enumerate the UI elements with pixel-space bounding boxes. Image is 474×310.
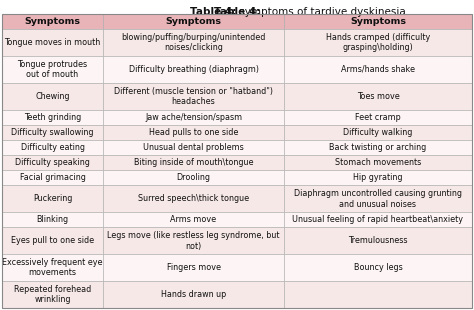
Bar (284, 29, 472, 56)
Text: Legs move (like restless leg syndrome, but
not): Legs move (like restless leg syndrome, b… (107, 231, 280, 250)
Text: Hands drawn up: Hands drawn up (161, 290, 226, 299)
Bar (284, 254, 472, 281)
Text: Head pulls to one side: Head pulls to one side (149, 128, 238, 137)
Text: Bouncy legs: Bouncy legs (354, 263, 402, 272)
Bar (2, 83, 103, 110)
Text: Stomach movements: Stomach movements (335, 158, 421, 167)
Text: Teeth grinding: Teeth grinding (24, 113, 81, 122)
Bar (103, 14, 284, 29)
Bar (103, 110, 284, 125)
Bar (2, 185, 103, 212)
Text: Blinking: Blinking (36, 215, 69, 224)
Bar (284, 83, 472, 110)
Bar (284, 125, 472, 140)
Bar (284, 140, 472, 155)
Text: Repeated forehead
wrinkling: Repeated forehead wrinkling (14, 285, 91, 304)
Bar (2, 228, 103, 254)
Bar (2, 212, 103, 228)
Bar (2, 56, 103, 83)
Bar (103, 281, 284, 308)
Text: Symptoms: Symptoms (165, 17, 221, 26)
Text: Arms move: Arms move (171, 215, 217, 224)
Text: Unusual dental problems: Unusual dental problems (143, 143, 244, 152)
Text: Unusual feeling of rapid heartbeat\anxiety: Unusual feeling of rapid heartbeat\anxie… (292, 215, 464, 224)
Text: Hip gyrating: Hip gyrating (353, 173, 403, 182)
Bar (284, 212, 472, 228)
Bar (103, 83, 284, 110)
Bar (2, 170, 103, 185)
Text: Symptoms: Symptoms (350, 17, 406, 26)
Text: Difficulty walking: Difficulty walking (343, 128, 413, 137)
Text: Tremulousness: Tremulousness (348, 237, 408, 246)
Text: Jaw ache/tension/spasm: Jaw ache/tension/spasm (145, 113, 242, 122)
Bar (103, 155, 284, 170)
Text: Symptoms: Symptoms (25, 17, 81, 26)
Text: Biting inside of mouth\tongue: Biting inside of mouth\tongue (134, 158, 253, 167)
Bar (2, 14, 103, 29)
Text: Difficulty breathing (diaphragm): Difficulty breathing (diaphragm) (128, 65, 258, 74)
Text: Toes move: Toes move (356, 92, 400, 101)
Bar (284, 110, 472, 125)
Text: blowing/puffing/burping/unintended
noises/clicking: blowing/puffing/burping/unintended noise… (121, 33, 266, 52)
Text: Excessively frequent eye
movements: Excessively frequent eye movements (2, 258, 103, 277)
Text: Surred speech\thick tongue: Surred speech\thick tongue (138, 194, 249, 203)
Text: Back twisting or arching: Back twisting or arching (329, 143, 427, 152)
Bar (284, 155, 472, 170)
Bar (103, 212, 284, 228)
Bar (284, 185, 472, 212)
Bar (2, 29, 103, 56)
Text: Table 4:: Table 4: (214, 7, 260, 17)
Bar (2, 281, 103, 308)
Text: Different (muscle tension or "hatband")
headaches: Different (muscle tension or "hatband") … (114, 86, 273, 106)
Bar (284, 281, 472, 308)
Text: Table 4:: Table 4: (190, 7, 236, 17)
Bar (284, 56, 472, 83)
Text: Chewing: Chewing (35, 92, 70, 101)
Text: Puckering: Puckering (33, 194, 72, 203)
Bar (284, 170, 472, 185)
Text: Tongue moves in mouth: Tongue moves in mouth (4, 38, 100, 47)
Bar (2, 155, 103, 170)
Bar (103, 140, 284, 155)
Bar (2, 254, 103, 281)
Bar (2, 110, 103, 125)
Bar (103, 56, 284, 83)
Text: Difficulty speaking: Difficulty speaking (15, 158, 90, 167)
Text: Diaphragm uncontrolled causing grunting
and unusual noises: Diaphragm uncontrolled causing grunting … (294, 189, 462, 209)
Text: Feet cramp: Feet cramp (355, 113, 401, 122)
Text: Tongue protrudes
out of mouth: Tongue protrudes out of mouth (18, 60, 88, 79)
Text: Fingers move: Fingers move (166, 263, 220, 272)
Text: symptoms of tardive dyskinesia: symptoms of tardive dyskinesia (236, 7, 406, 17)
Text: Hands cramped (difficulty
grasping\holding): Hands cramped (difficulty grasping\holdi… (326, 33, 430, 52)
Bar (2, 140, 103, 155)
Text: Difficulty eating: Difficulty eating (20, 143, 84, 152)
Bar (103, 29, 284, 56)
Text: Difficulty swallowing: Difficulty swallowing (11, 128, 94, 137)
Bar (103, 228, 284, 254)
Bar (284, 14, 472, 29)
Text: Arms/hands shake: Arms/hands shake (341, 65, 415, 74)
Bar (103, 185, 284, 212)
Bar (103, 170, 284, 185)
Bar (103, 125, 284, 140)
Bar (103, 254, 284, 281)
Text: Eyes pull to one side: Eyes pull to one side (11, 237, 94, 246)
Text: Facial grimacing: Facial grimacing (19, 173, 85, 182)
Bar (2, 125, 103, 140)
Bar (284, 228, 472, 254)
Text: Drooling: Drooling (176, 173, 210, 182)
